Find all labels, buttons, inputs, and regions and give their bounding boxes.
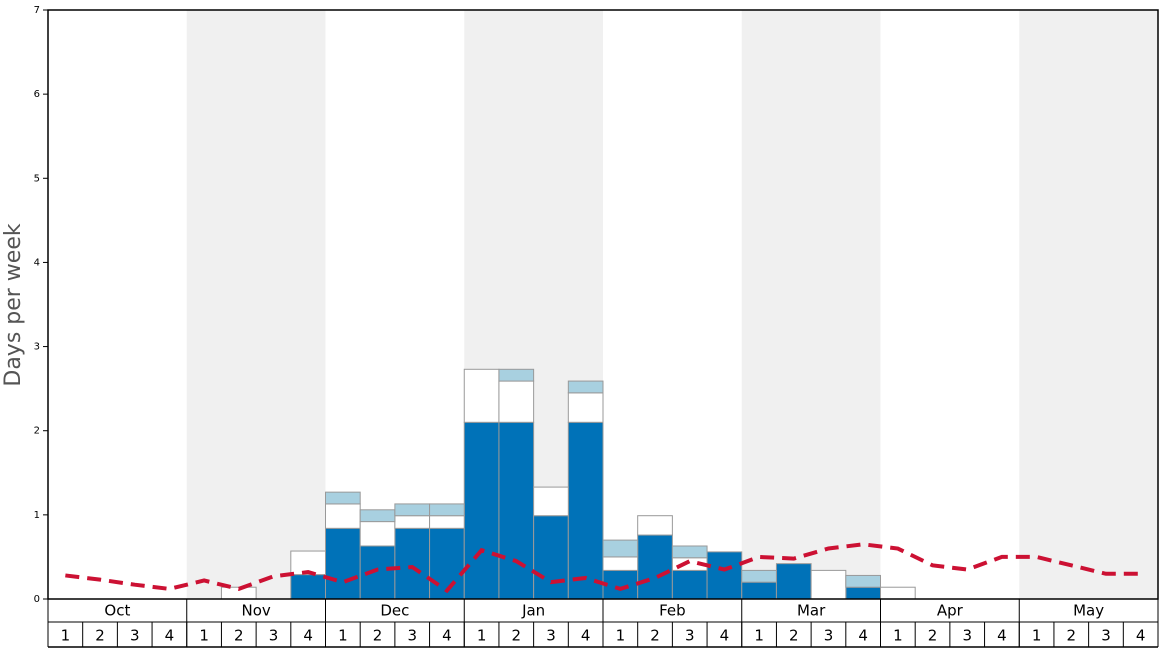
x-tick-label: 4 <box>442 627 452 645</box>
bar-segment <box>290 574 326 600</box>
bar-segment <box>741 569 777 583</box>
bar-segment <box>498 368 535 382</box>
y-tick-label: 7 <box>34 5 40 16</box>
bar-segment <box>463 368 500 423</box>
bar-segment <box>325 503 361 529</box>
x-tick-label: 4 <box>997 627 1007 645</box>
x-tick-label: 1 <box>1032 627 1042 645</box>
bar-segment <box>637 534 673 600</box>
x-tick-label: 2 <box>512 627 522 645</box>
bar-segment <box>394 503 431 517</box>
bar-segment <box>706 551 743 600</box>
x-tick-label: 2 <box>373 627 383 645</box>
month-label: May <box>1073 602 1104 620</box>
y-tick-label: 3 <box>34 342 40 353</box>
x-tick-label: 1 <box>338 627 348 645</box>
x-tick-label: 2 <box>928 627 938 645</box>
bar-segment <box>567 392 604 423</box>
bar-segment <box>880 586 916 600</box>
x-tick-label: 1 <box>754 627 764 645</box>
x-tick-label: 3 <box>962 627 972 645</box>
y-tick-label: 4 <box>34 257 40 268</box>
month-label: Apr <box>937 602 964 620</box>
bar-segment <box>602 556 639 571</box>
month-band <box>186 10 326 599</box>
bar-segment <box>463 421 500 600</box>
bar-segment <box>533 515 569 600</box>
bar-segment <box>845 586 881 600</box>
bar-segment <box>637 515 673 536</box>
x-tick-label: 2 <box>234 627 244 645</box>
x-tick-label: 3 <box>269 627 279 645</box>
x-tick-label: 1 <box>199 627 209 645</box>
x-tick-label: 4 <box>165 627 175 645</box>
x-tick-label: 3 <box>1101 627 1111 645</box>
month-band <box>1019 10 1158 599</box>
bar-segment <box>359 509 396 523</box>
bar-segment <box>533 486 569 517</box>
bar-segment <box>671 569 708 600</box>
x-tick-label: 1 <box>477 627 487 645</box>
bar-segment <box>602 569 639 600</box>
y-tick-label: 6 <box>34 89 40 100</box>
bar-segment <box>429 515 465 529</box>
month-label: Mar <box>797 602 826 620</box>
bar-segment <box>325 491 361 505</box>
x-tick-label: 3 <box>407 627 417 645</box>
month-label: Nov <box>241 602 270 620</box>
x-tick-label: 4 <box>303 627 313 645</box>
bar-segment <box>845 574 881 588</box>
bar-segment <box>498 421 535 600</box>
x-tick-label: 3 <box>130 627 140 645</box>
x-tick-label: 2 <box>650 627 660 645</box>
bar-segment <box>671 545 708 559</box>
month-label: Oct <box>104 602 130 620</box>
bar-segment <box>325 527 361 600</box>
x-tick-label: 3 <box>824 627 834 645</box>
x-tick-label: 4 <box>720 627 730 645</box>
month-label: Jan <box>521 602 545 620</box>
bar-segment <box>810 569 847 600</box>
x-tick-label: 1 <box>616 627 626 645</box>
x-tick-label: 2 <box>95 627 105 645</box>
x-tick-label: 4 <box>1136 627 1146 645</box>
month-band <box>741 10 881 599</box>
x-tick-label: 2 <box>789 627 799 645</box>
x-tick-label: 3 <box>546 627 556 645</box>
month-label: Dec <box>380 602 409 620</box>
bar-segment <box>394 515 431 529</box>
bar-segment <box>359 521 396 547</box>
y-tick-label: 0 <box>34 594 40 605</box>
x-tick-label: 1 <box>61 627 71 645</box>
x-tick-label: 4 <box>581 627 591 645</box>
y-tick-label: 1 <box>34 510 40 521</box>
x-tick-label: 3 <box>685 627 695 645</box>
y-axis-label: Days per week <box>1 223 26 386</box>
bar-segment <box>567 421 604 600</box>
bar-segment <box>498 380 535 423</box>
bar-segment <box>429 503 465 517</box>
x-tick-label: 2 <box>1067 627 1077 645</box>
bar-segment <box>429 527 465 600</box>
bar-segment <box>567 380 604 394</box>
x-tick-label: 1 <box>893 627 903 645</box>
bar-segment <box>602 539 639 558</box>
bar-segment <box>775 563 812 600</box>
y-tick-label: 2 <box>34 426 40 437</box>
bar-segment <box>741 581 777 600</box>
y-tick-label: 5 <box>34 173 40 184</box>
month-label: Feb <box>659 602 686 620</box>
bar-segment <box>290 550 326 576</box>
trend-line <box>65 542 1141 594</box>
bar-segment <box>394 527 431 600</box>
x-tick-label: 4 <box>858 627 868 645</box>
